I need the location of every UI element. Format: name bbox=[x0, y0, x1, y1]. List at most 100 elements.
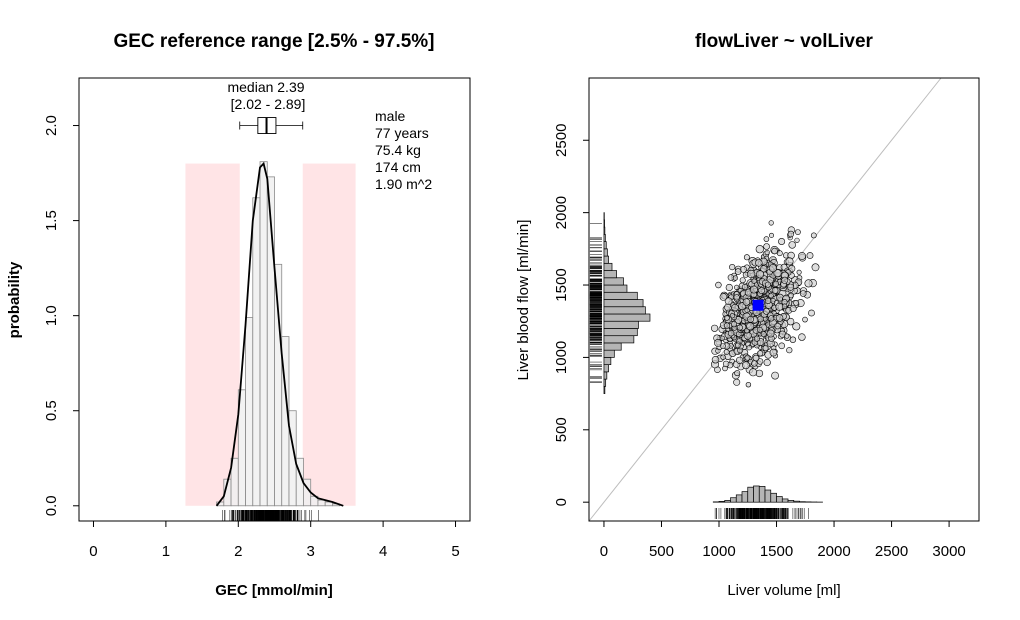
volume-histogram-bar bbox=[747, 486, 754, 503]
scatter-point bbox=[771, 247, 778, 255]
scatter-point bbox=[804, 279, 813, 288]
scatter-point bbox=[760, 265, 768, 273]
volume-histogram-bar bbox=[793, 500, 800, 503]
scatter-point bbox=[774, 322, 781, 330]
scatter-point bbox=[732, 275, 739, 281]
scatter-point bbox=[755, 259, 763, 267]
scatter-point bbox=[720, 354, 726, 360]
scatter-point bbox=[787, 230, 795, 238]
y-tick-label: 1000 bbox=[553, 341, 570, 374]
x-tick-label: 3000 bbox=[932, 543, 965, 560]
gec-histogram bbox=[216, 161, 341, 507]
flow-x-axis-label: Liver volume [ml] bbox=[727, 582, 840, 599]
scatter-point bbox=[763, 307, 770, 315]
scatter-point bbox=[768, 220, 774, 226]
scatter-point bbox=[784, 333, 790, 339]
gec-chart-title: GEC reference range [2.5% - 97.5%] bbox=[113, 31, 434, 52]
volume-histogram bbox=[712, 485, 823, 503]
x-tick-label: 3 bbox=[307, 543, 315, 560]
scatter-point bbox=[788, 292, 794, 299]
scatter-point bbox=[764, 281, 771, 288]
flow-histogram-bar bbox=[603, 234, 606, 242]
scatter-point bbox=[756, 326, 763, 333]
scatter-point bbox=[766, 329, 775, 338]
scatter-point bbox=[735, 356, 744, 364]
scatter-point bbox=[719, 335, 725, 341]
scatter-point bbox=[775, 314, 784, 322]
scatter-point bbox=[750, 285, 758, 294]
x-tick-label: 1000 bbox=[702, 543, 735, 560]
volume-histogram-bar bbox=[730, 497, 737, 503]
flow-plot-frame bbox=[588, 77, 980, 522]
y-tick-label: 2500 bbox=[553, 124, 570, 157]
patient-age: 77 years bbox=[375, 125, 429, 141]
flow-x-axis: 0 500 1000 1500 2000 2500 3000 bbox=[600, 521, 966, 560]
scatter-point bbox=[752, 354, 760, 362]
scatter-point bbox=[798, 333, 806, 341]
scatter-point bbox=[789, 305, 797, 312]
scatter-point bbox=[714, 338, 722, 347]
scatter-point bbox=[795, 229, 801, 235]
scatter-point bbox=[810, 232, 817, 239]
scatter-point bbox=[769, 348, 778, 357]
volume-histogram-bar bbox=[776, 496, 783, 503]
y-tick-label: 0.0 bbox=[43, 495, 60, 516]
histogram-bar bbox=[317, 499, 326, 507]
scatter-point bbox=[778, 342, 786, 350]
scatter-point bbox=[733, 378, 741, 386]
scatter-point bbox=[743, 254, 750, 261]
scatter-point bbox=[763, 243, 770, 250]
flow-histogram-bar bbox=[603, 306, 646, 315]
scatter-point bbox=[723, 322, 731, 329]
scatter-point bbox=[756, 270, 765, 279]
reference-shade bbox=[185, 163, 240, 506]
volume-histogram-bar bbox=[718, 501, 726, 503]
scatter-point bbox=[751, 278, 757, 284]
x-tick-label: 2500 bbox=[875, 543, 908, 560]
scatter-point bbox=[723, 349, 730, 355]
x-tick-label: 4 bbox=[379, 543, 387, 560]
flow-histogram-bar bbox=[603, 342, 622, 351]
flow-y-axis: 0 500 1000 1500 2000 2500 bbox=[553, 124, 589, 506]
patient-bsa: 1.90 m^2 bbox=[375, 176, 432, 192]
scatter-point bbox=[768, 293, 774, 299]
interval-label: [2.02 - 2.89] bbox=[231, 96, 306, 112]
scatter-point bbox=[747, 269, 756, 279]
scatter-point bbox=[787, 283, 795, 291]
patient-sex: male bbox=[375, 108, 406, 124]
x-tick-label: 2 bbox=[234, 543, 242, 560]
x-tick-label: 500 bbox=[649, 543, 674, 560]
scatter-point bbox=[724, 315, 730, 321]
scatter-point bbox=[736, 324, 743, 331]
scatter-point bbox=[731, 304, 739, 312]
scatter-point bbox=[786, 347, 793, 354]
volume-histogram-bar bbox=[758, 486, 766, 503]
scatter-point bbox=[771, 287, 779, 294]
scatter-point bbox=[734, 342, 741, 349]
flow-histogram-bar bbox=[603, 357, 612, 365]
y-tick-label: 0.5 bbox=[43, 400, 60, 421]
flow-histogram-bar bbox=[603, 262, 613, 271]
scatter-point bbox=[776, 250, 783, 257]
scatter-point bbox=[781, 303, 788, 309]
scatter-point bbox=[722, 360, 730, 368]
scatter-point bbox=[724, 297, 733, 306]
flow-histogram-bar bbox=[603, 349, 615, 358]
volume-histogram-bar bbox=[724, 500, 731, 503]
gec-boxplot bbox=[239, 117, 304, 134]
volume-histogram-bar bbox=[753, 485, 760, 503]
scatter-point bbox=[725, 283, 733, 292]
scatter-point bbox=[811, 263, 820, 272]
flow-histogram-bar bbox=[603, 371, 608, 380]
flow-histogram-bar bbox=[603, 364, 609, 373]
gec-panel: GEC reference range [2.5% - 97.5%] 0 1 2 3 4… bbox=[6, 31, 471, 599]
scatter-point bbox=[711, 356, 720, 364]
scatter-point bbox=[760, 331, 767, 338]
gec-y-axis-label: probability bbox=[6, 261, 23, 338]
gec-density-curve bbox=[215, 161, 344, 507]
scatter-point bbox=[806, 252, 814, 259]
scatter-point bbox=[808, 309, 815, 317]
scatter-point bbox=[785, 257, 794, 266]
volume-histogram-bar bbox=[764, 489, 772, 503]
scatter-point bbox=[746, 345, 752, 351]
